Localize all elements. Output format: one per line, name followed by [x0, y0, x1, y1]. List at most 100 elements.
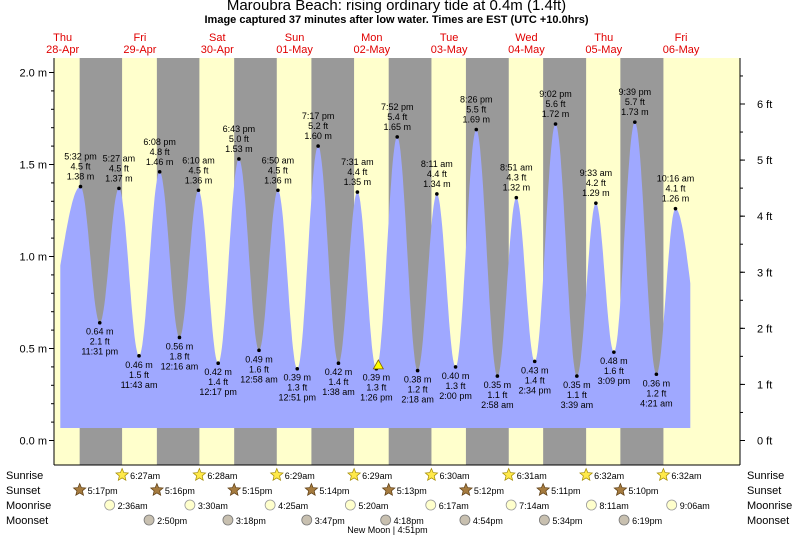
sunset-star-icon [613, 482, 628, 497]
low-tide-label: 11:43 am [121, 380, 158, 390]
high-tide-label: 9:39 pm [619, 87, 652, 97]
day-date-label: 02-May [354, 44, 391, 56]
sunset-row-label-right: Sunset [747, 485, 781, 497]
moonset-time-label: 2:50pm [157, 516, 187, 526]
tide-area [60, 122, 691, 428]
day-name-label: Thu [53, 32, 72, 44]
high-tide-dot [435, 192, 439, 196]
sunset-row-label-left: Sunset [6, 485, 40, 497]
moonrise-icon [505, 499, 517, 511]
sunset-star-icon [72, 482, 87, 497]
moonrise-row-label-right: Moonrise [747, 500, 792, 512]
low-tide-label: 1.3 ft [366, 383, 387, 393]
high-tide-dot [594, 201, 598, 205]
current-tide-marker [372, 359, 385, 370]
low-tide-label: 12:16 am [161, 361, 199, 371]
high-tide-label: 4.8 ft [150, 147, 171, 157]
sunset-time-label: 5:15pm [242, 486, 272, 496]
moonset-icon [143, 514, 155, 526]
high-tide-dot [78, 184, 83, 189]
high-tide-label: 4.4 ft [347, 167, 368, 177]
low-tide-label: 0.46 m [125, 360, 153, 370]
moonrise-time-label: 9:06am [680, 501, 710, 511]
moonset-icon [222, 514, 234, 526]
high-tide-label: 5.4 ft [387, 112, 408, 122]
sunrise-star-icon [192, 467, 207, 482]
moonset-time-label: 5:34pm [552, 516, 582, 526]
high-tide-label: 7:52 pm [381, 102, 414, 112]
high-tide-dot [157, 170, 162, 174]
low-tide-label: 12:51 pm [278, 393, 316, 403]
sunrise-time-label: 6:30am [439, 471, 469, 481]
high-tide-label: 4.1 ft [665, 184, 686, 194]
day-name-label: Wed [515, 32, 537, 44]
high-tide-dot [316, 144, 320, 148]
high-tide-label: 5.6 ft [546, 99, 567, 109]
low-tide-dot [177, 335, 182, 340]
sunset-time-label: 5:16pm [165, 486, 195, 496]
low-tide-label: 1:38 am [322, 387, 355, 397]
high-tide-label: 1.34 m [423, 179, 451, 189]
high-tide-dot [196, 188, 201, 193]
high-tide-label: 6:50 am [262, 155, 295, 165]
low-tide-label: 1.6 ft [604, 366, 625, 376]
day-name-label: Mon [361, 32, 382, 44]
low-tide-dot [415, 368, 420, 373]
moonrise-time-label: 7:14am [519, 501, 549, 511]
low-tide-label: 0.36 m [643, 378, 671, 388]
high-tide-label: 1.65 m [383, 122, 411, 132]
moonrise-time-label: 5:20am [358, 501, 388, 511]
low-tide-label: 0.39 m [283, 373, 311, 383]
low-tide-label: 1.1 ft [567, 390, 588, 400]
high-tide-dot [237, 157, 241, 161]
low-tide-label: 0.35 m [484, 380, 512, 390]
sunrise-row-label-left: Sunrise [6, 470, 43, 482]
left-tick-label: 2.0 m [19, 68, 47, 80]
high-tide-dot [633, 120, 637, 124]
low-tide-dot [495, 374, 500, 378]
high-tide-dot [117, 186, 121, 191]
sunset-time-label: 5:14pm [319, 486, 349, 496]
day-date-label: 29-Apr [123, 44, 156, 56]
sunrise-time-label: 6:32am [671, 471, 701, 481]
high-tide-label: 1.72 m [542, 109, 570, 119]
day-name-label: Fri [675, 32, 688, 44]
sunrise-star-icon [579, 467, 594, 482]
high-tide-label: 6:10 am [182, 155, 215, 165]
sunset-time-label: 5:17pm [88, 486, 118, 496]
moonrise-icon [184, 499, 196, 511]
high-tide-label: 9:33 am [580, 168, 613, 178]
high-tide-dot [355, 190, 360, 194]
moonrise-time-label: 6:17am [439, 501, 469, 511]
left-tick-label: 0.5 m [19, 344, 47, 356]
high-tide-label: 7:17 pm [302, 111, 335, 121]
day-name-label: Sun [285, 32, 305, 44]
high-tide-label: 1.60 m [304, 131, 332, 141]
high-tide-label: 1.53 m [225, 144, 253, 154]
low-tide-label: 0.56 m [166, 341, 194, 351]
moonset-row-label-left: Moonset [6, 515, 48, 527]
high-tide-label: 1.32 m [503, 183, 531, 193]
sunrise-star-icon [269, 467, 284, 482]
day-date-label: 01-May [276, 44, 313, 56]
low-tide-label: 1.2 ft [646, 388, 667, 398]
right-tick-label: 3 ft [757, 267, 772, 279]
high-tide-label: 1.26 m [662, 194, 690, 204]
low-tide-dot [257, 348, 261, 353]
low-tide-label: 2:34 pm [518, 385, 551, 395]
moonrise-time-label: 2:36am [118, 501, 148, 511]
day-name-label: Sat [209, 32, 226, 44]
low-tide-label: 3:09 pm [598, 376, 631, 386]
high-tide-dot [514, 195, 519, 200]
high-tide-label: 8:11 am [421, 159, 453, 169]
low-tide-dot [654, 372, 659, 377]
right-tick-label: 5 ft [757, 155, 772, 167]
high-tide-label: 8:51 am [500, 163, 533, 173]
sunrise-time-label: 6:27am [130, 471, 160, 481]
low-tide-label: 0.42 m [325, 367, 353, 377]
low-tide-label: 1.3 ft [287, 383, 308, 393]
low-tide-label: 3:39 am [561, 400, 594, 410]
axes: 0.0 m 0.5 m 1.0 m 1.5 m 2.0 m 0 ft 1 ft 2 ft 3 f… [19, 58, 772, 466]
tide-curve [60, 122, 691, 428]
high-tide-dot [474, 127, 479, 132]
